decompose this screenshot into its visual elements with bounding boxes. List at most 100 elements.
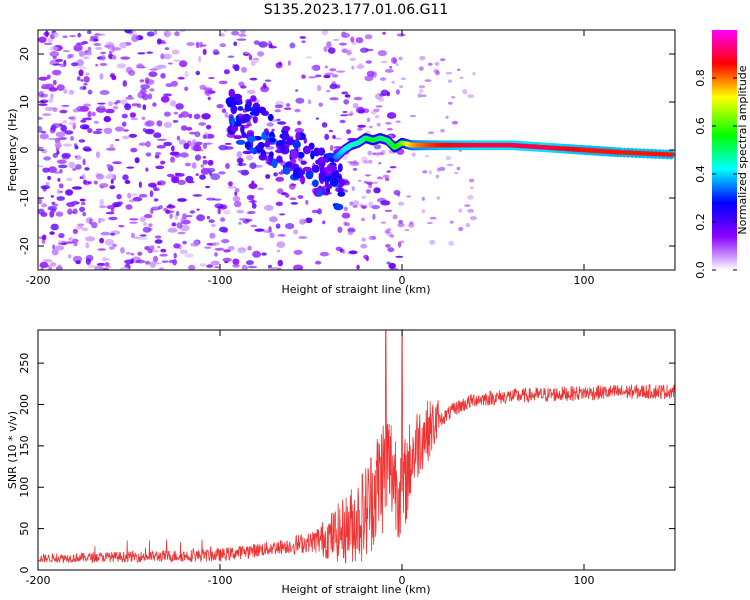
- heatmap-cell: [47, 175, 51, 181]
- heatmap-cell: [315, 74, 322, 78]
- heatmap-cell: [312, 179, 319, 188]
- heatmap-cell: [397, 223, 405, 228]
- heatmap-cell: [83, 56, 90, 60]
- heatmap-cell: [168, 210, 175, 214]
- heatmap-cell: [174, 31, 180, 37]
- heatmap-cell: [103, 115, 112, 123]
- heatmap-cell: [134, 157, 140, 164]
- heatmap-cell: [395, 89, 400, 95]
- heatmap-cell: [300, 160, 307, 165]
- heatmap-cell: [406, 195, 412, 198]
- heatmap-cell: [247, 265, 258, 269]
- heatmap-cell: [360, 47, 369, 53]
- heatmap-cell: [61, 152, 72, 158]
- heatmap-cell: [188, 113, 193, 119]
- heatmap-cell: [311, 164, 320, 173]
- heatmap-cell: [184, 162, 191, 167]
- heatmap-cell: [85, 52, 93, 56]
- heatmap-cell: [130, 117, 139, 120]
- heatmap-cell: [247, 135, 256, 143]
- heatmap-cell: [99, 90, 110, 95]
- heatmap-cell: [168, 259, 175, 264]
- heatmap-cell: [173, 111, 179, 115]
- heatmap-cell: [435, 70, 440, 76]
- heatmap-cell: [301, 74, 306, 79]
- spectrogram-signal-trace: [333, 133, 675, 163]
- heatmap-cell: [458, 226, 464, 232]
- heatmap-cell: [112, 161, 122, 165]
- heatmap-cell: [361, 237, 366, 242]
- heatmap-cell: [293, 249, 303, 255]
- heatmap-cell: [55, 245, 65, 251]
- heatmap-cell: [241, 264, 248, 270]
- heatmap-cell: [140, 84, 150, 90]
- heatmap-cell: [145, 167, 149, 172]
- heatmap-cell: [68, 53, 75, 58]
- heatmap-cell: [109, 143, 114, 151]
- heatmap-cell: [153, 198, 159, 202]
- heatmap-cell: [160, 160, 166, 165]
- heatmap-cell: [467, 209, 474, 213]
- heatmap-cell: [183, 142, 190, 150]
- heatmap-cell: [175, 103, 184, 110]
- heatmap-cell: [366, 117, 371, 122]
- heatmap-cell: [200, 44, 207, 47]
- heatmap-cell: [244, 218, 253, 222]
- heatmap-cell: [206, 264, 214, 268]
- heatmap-cell: [131, 193, 138, 196]
- heatmap-cell: [195, 41, 200, 49]
- heatmap-cell: [244, 52, 249, 55]
- heatmap-cell: [40, 212, 48, 217]
- heatmap-cell: [187, 180, 195, 184]
- heatmap-cell: [176, 135, 181, 141]
- heatmap-cell: [97, 102, 106, 105]
- heatmap-cell: [167, 62, 173, 65]
- heatmap-cell: [396, 193, 401, 197]
- spectrogram-y-axis: -20 -10 0 10 20: [18, 47, 675, 255]
- heatmap-cell: [440, 58, 446, 62]
- x-tick-label: 0: [399, 274, 406, 287]
- heatmap-cell: [223, 210, 231, 215]
- heatmap-cell: [445, 72, 453, 75]
- heatmap-cell: [425, 155, 429, 158]
- heatmap-cell: [144, 128, 155, 135]
- heatmap-cell: [223, 69, 230, 75]
- heatmap-cell: [333, 169, 340, 178]
- heatmap-cell: [85, 217, 94, 224]
- heatmap-cell: [66, 202, 76, 207]
- heatmap-cell: [268, 43, 273, 48]
- heatmap-cell: [348, 250, 358, 255]
- heatmap-cell: [404, 229, 410, 231]
- heatmap-cell: [435, 174, 440, 179]
- spectrogram-y-label: Frequency (Hz): [6, 109, 19, 192]
- heatmap-cell: [44, 106, 55, 111]
- heatmap-cell: [106, 205, 116, 210]
- heatmap-cell: [128, 69, 136, 76]
- heatmap-cell: [231, 125, 239, 132]
- heatmap-cell: [62, 35, 68, 38]
- heatmap-cell: [307, 99, 312, 105]
- heatmap-cell: [38, 126, 43, 133]
- heatmap-cell: [356, 264, 360, 270]
- heatmap-cell: [462, 89, 468, 95]
- heatmap-cell: [390, 57, 397, 64]
- heatmap-cell: [224, 142, 232, 145]
- heatmap-cell: [111, 55, 117, 60]
- colorbar-axis: 0.0 0.2 0.4 0.6 0.8: [694, 69, 737, 279]
- heatmap-cell: [71, 62, 79, 67]
- heatmap-cell: [233, 41, 238, 47]
- heatmap-cell: [376, 152, 384, 156]
- heatmap-cell: [147, 249, 153, 254]
- heatmap-cell: [110, 232, 115, 236]
- heatmap-cell: [131, 30, 136, 33]
- heatmap-cell: [249, 147, 255, 153]
- heatmap-cell: [282, 132, 290, 140]
- heatmap-cell: [145, 152, 152, 157]
- heatmap-cell: [108, 50, 113, 54]
- heatmap-cell: [277, 121, 287, 125]
- heatmap-cell: [56, 196, 65, 201]
- heatmap-cell: [265, 130, 270, 136]
- heatmap-cell: [108, 246, 115, 250]
- heatmap-cell: [388, 262, 397, 269]
- heatmap-cell: [350, 36, 355, 43]
